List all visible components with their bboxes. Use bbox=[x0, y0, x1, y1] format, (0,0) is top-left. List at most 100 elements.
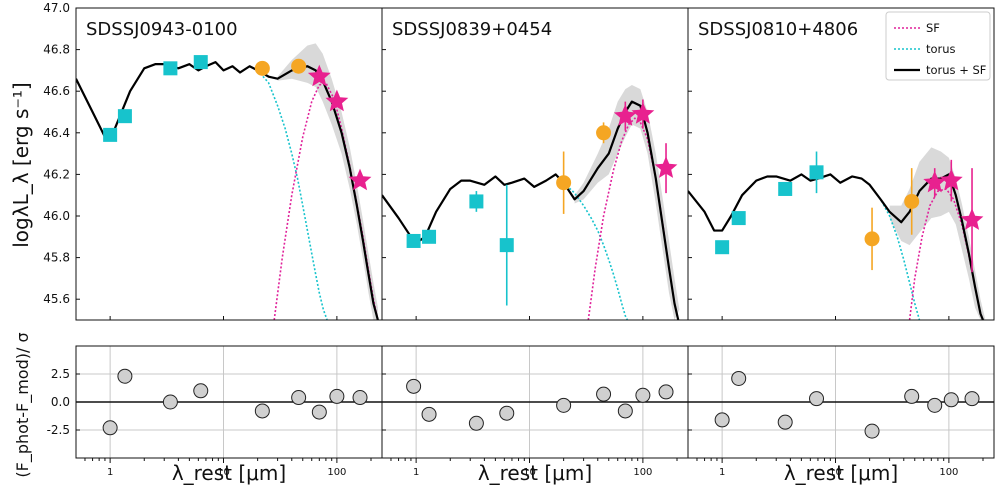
cyan-square-point bbox=[193, 55, 208, 70]
star-point bbox=[307, 64, 331, 87]
y-tick-label: 45.6 bbox=[43, 292, 70, 306]
cyan-square-point bbox=[422, 229, 437, 244]
residual-point bbox=[864, 423, 880, 439]
residual-plot: 1 10 100 λ_rest [μm] bbox=[381, 345, 689, 485]
residual-point bbox=[499, 405, 515, 421]
x-axis-label: λ_rest [μm] bbox=[172, 461, 286, 485]
orange-circle-point bbox=[904, 193, 920, 209]
y-tick-label: 45.8 bbox=[43, 251, 70, 265]
legend: SF torus torus + SF bbox=[885, 11, 991, 81]
star-point bbox=[348, 168, 372, 191]
cyan-square-point bbox=[778, 181, 793, 196]
residual-point bbox=[927, 397, 943, 413]
x-tick-label: 10 bbox=[829, 467, 842, 478]
sed-plot-area bbox=[76, 43, 379, 320]
legend-label: SF bbox=[926, 21, 940, 35]
panel-1: SDSSJ0943-0100 45.6 45.8 46.0 46.2 46.4 46.6 46… bbox=[43, 1, 383, 485]
residual-point bbox=[291, 390, 307, 406]
y-tick-label: 46.2 bbox=[43, 167, 70, 181]
sed-plot-area bbox=[688, 147, 986, 320]
residual-point bbox=[777, 414, 793, 430]
cyan-square-point bbox=[117, 109, 132, 124]
panel-title: SDSSJ0943-0100 bbox=[86, 19, 238, 40]
star-point bbox=[325, 89, 349, 112]
residual-points bbox=[714, 370, 980, 439]
panel-title: SDSSJ0810+4806 bbox=[698, 19, 858, 40]
star-point bbox=[631, 102, 655, 124]
residual-point bbox=[809, 391, 825, 407]
cyan-square-point bbox=[809, 165, 824, 180]
y-tick-label: 46.8 bbox=[43, 43, 70, 57]
residual-point bbox=[329, 388, 345, 404]
cyan-square-point bbox=[163, 61, 178, 76]
residual-point bbox=[468, 415, 484, 431]
y-tick-label: 46.4 bbox=[43, 126, 70, 140]
sed-frame bbox=[75, 7, 383, 321]
residual-point bbox=[964, 391, 980, 407]
residual-plot: 1 10 100 λ_rest [μm] bbox=[687, 345, 995, 485]
residual-point bbox=[193, 383, 209, 399]
orange-circle-point bbox=[596, 125, 612, 141]
y-tick-label: 47.0 bbox=[43, 1, 70, 15]
orange-circle-point bbox=[254, 60, 270, 76]
residual-point bbox=[617, 403, 633, 419]
panel-title: SDSSJ0839+0454 bbox=[392, 19, 552, 40]
cyan-square-point bbox=[103, 127, 118, 142]
cyan-square-point bbox=[715, 240, 730, 255]
residual-plot: 2.5 0.0 -2.5 1 10 100 λ_rest [μm] bbox=[47, 345, 383, 485]
y-axis-label: logλL_λ [erg s⁻¹] bbox=[9, 82, 33, 248]
residual-point bbox=[658, 384, 674, 400]
residual-point bbox=[406, 378, 422, 394]
cyan-square-point bbox=[406, 233, 421, 248]
panels-layer: SDSSJ0943-0100 45.6 45.8 46.0 46.2 46.4 46.6 46… bbox=[43, 1, 995, 485]
star-point bbox=[923, 170, 947, 193]
star-point bbox=[613, 104, 637, 126]
y-tick-label: 46.0 bbox=[43, 209, 70, 223]
legend-label: torus + SF bbox=[926, 63, 986, 77]
x-tick-label: 10 bbox=[217, 467, 230, 478]
x-axis-label: λ_rest [μm] bbox=[784, 461, 898, 485]
residual-point bbox=[352, 390, 368, 406]
torus-model-line bbox=[257, 69, 328, 320]
panel-3: SDSSJ0810+4806 SF torus torus + SF 1 10 100 λ_r… bbox=[687, 7, 995, 485]
residual-point bbox=[714, 412, 730, 428]
residual-points bbox=[102, 368, 368, 436]
uncertainty-band bbox=[889, 147, 986, 320]
cyan-square-point bbox=[469, 194, 484, 209]
residual-point bbox=[102, 420, 118, 436]
x-tick-label: 100 bbox=[633, 467, 652, 478]
total-model-line bbox=[382, 100, 680, 320]
panel-2: SDSSJ0839+0454 1 10 100 λ_rest [μm] bbox=[381, 7, 689, 485]
res-y-tick-label: 2.5 bbox=[51, 367, 70, 381]
residual-point bbox=[556, 397, 572, 413]
residual-point bbox=[635, 387, 651, 403]
x-tick-label: 1 bbox=[719, 467, 725, 478]
uncertainty-band bbox=[574, 84, 680, 320]
axis-labels: logλL_λ [erg s⁻¹] (F_phot-F_mod)/ σ bbox=[9, 82, 33, 477]
residual-point bbox=[117, 368, 133, 384]
residual-point bbox=[904, 388, 920, 404]
residual-point bbox=[254, 403, 270, 419]
residual-point bbox=[311, 404, 327, 420]
orange-circle-point bbox=[864, 231, 880, 247]
star-point bbox=[939, 168, 963, 191]
cyan-square-point bbox=[731, 211, 746, 226]
x-tick-label: 100 bbox=[939, 467, 958, 478]
star-point bbox=[654, 156, 678, 178]
res-y-tick-label: -2.5 bbox=[47, 423, 70, 437]
x-axis-label: λ_rest [μm] bbox=[478, 461, 592, 485]
orange-circle-point bbox=[556, 175, 572, 191]
residual-point bbox=[943, 392, 959, 408]
x-tick-label: 10 bbox=[523, 467, 536, 478]
sed-frame bbox=[687, 7, 995, 321]
residual-point bbox=[162, 394, 178, 410]
sed-plot-area bbox=[382, 84, 680, 320]
x-tick-label: 1 bbox=[107, 467, 113, 478]
residual-y-axis-label: (F_phot-F_mod)/ σ bbox=[13, 332, 33, 477]
legend-box bbox=[885, 11, 991, 81]
x-tick-label: 100 bbox=[327, 467, 346, 478]
legend-label: torus bbox=[926, 42, 956, 56]
residual-points bbox=[406, 378, 674, 431]
residual-point bbox=[421, 406, 437, 422]
